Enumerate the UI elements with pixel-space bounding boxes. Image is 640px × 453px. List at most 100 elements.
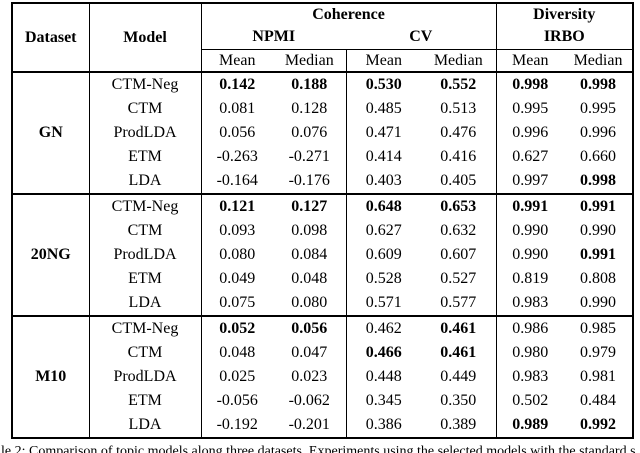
- header-cv-median: Median: [421, 49, 497, 72]
- table-row: CTM 0.048 0.047 0.466 0.461 0.980 0.979: [12, 341, 633, 365]
- header-npmi-mean: Mean: [200, 49, 273, 72]
- dataset-cell: 20NG: [12, 193, 89, 316]
- header-npmi-median: Median: [273, 49, 346, 72]
- model-cell: ETM: [88, 145, 201, 169]
- value-cell: -0.164: [200, 169, 273, 194]
- value-cell: 0.098: [291, 222, 328, 239]
- value-cell: 0.405: [440, 172, 477, 189]
- header-coherence: Coherence: [200, 3, 497, 25]
- value-cell: 0.345: [345, 389, 421, 413]
- value-cell: 0.653: [421, 193, 497, 219]
- value-cell: 0.996: [495, 121, 565, 145]
- table-row: LDA 0.075 0.080 0.571 0.577 0.983 0.990: [12, 291, 633, 316]
- header-irbo-median: Median: [564, 49, 634, 72]
- value-cell: 0.350: [440, 392, 477, 409]
- model-cell: CTM-Neg: [88, 315, 201, 341]
- value-cell: 0.992: [580, 416, 617, 433]
- results-table-wrap: Dataset Model Coherence Diversity NPMI C…: [11, 2, 635, 439]
- model-cell: ETM: [88, 267, 201, 291]
- model-cell: ProdLDA: [88, 365, 201, 389]
- value-cell: 0.607: [440, 246, 477, 263]
- value-cell: 0.981: [580, 368, 617, 385]
- value-cell: 0.128: [291, 100, 328, 117]
- value-cell: 0.995: [495, 97, 565, 121]
- value-cell: 0.449: [440, 368, 477, 385]
- value-cell: 0.056: [273, 315, 346, 341]
- value-cell: 0.989: [495, 413, 565, 438]
- model-cell: ProdLDA: [88, 243, 201, 267]
- header-cv-mean: Mean: [345, 49, 421, 72]
- value-cell: 0.577: [440, 294, 477, 311]
- table-caption: le 2: Comparison of topic models along t…: [1, 444, 636, 453]
- model-cell: CTM-Neg: [88, 193, 201, 219]
- value-cell: 0.996: [580, 124, 617, 141]
- header-row-metrics: NPMI CV IRBO: [12, 25, 634, 50]
- table-row: LDA -0.192 -0.201 0.386 0.389 0.989 0.992: [12, 413, 633, 438]
- value-cell: 0.990: [580, 294, 617, 311]
- table-row: ProdLDA 0.025 0.023 0.448 0.449 0.983 0.981: [12, 365, 633, 389]
- value-cell: 0.627: [345, 219, 421, 243]
- value-cell: 0.609: [345, 243, 421, 267]
- value-cell: 0.528: [345, 267, 421, 291]
- value-cell: 0.998: [564, 71, 634, 97]
- value-cell: 0.076: [291, 124, 328, 141]
- value-cell: 0.023: [291, 368, 328, 385]
- value-cell: 0.527: [440, 270, 477, 287]
- header-diversity: Diversity: [495, 3, 634, 25]
- value-cell: 0.025: [200, 365, 273, 389]
- value-cell: 0.052: [200, 315, 273, 341]
- value-cell: 0.414: [345, 145, 421, 169]
- model-cell: ETM: [88, 389, 201, 413]
- header-npmi: NPMI: [200, 25, 346, 50]
- value-cell: 0.188: [273, 71, 346, 97]
- value-cell: 0.049: [200, 267, 273, 291]
- value-cell: 0.998: [495, 71, 565, 97]
- value-cell: 0.552: [421, 71, 497, 97]
- value-cell: 0.448: [345, 365, 421, 389]
- model-cell: CTM: [88, 97, 201, 121]
- header-dataset: Dataset: [24, 28, 77, 46]
- value-cell: -0.062: [288, 392, 330, 409]
- value-cell: 0.056: [200, 121, 273, 145]
- table-row: ProdLDA 0.056 0.076 0.471 0.476 0.996 0.996: [12, 121, 633, 145]
- value-cell: -0.271: [288, 148, 330, 165]
- table-body: GN CTM-Neg 0.142 0.188 0.530 0.552 0.998 0.998 C…: [12, 71, 634, 438]
- value-cell: 0.048: [291, 270, 328, 287]
- value-cell: -0.176: [288, 172, 330, 189]
- table-row: ETM 0.049 0.048 0.528 0.527 0.819 0.808: [12, 267, 633, 291]
- value-cell: 0.983: [495, 365, 565, 389]
- value-cell: 0.476: [440, 124, 477, 141]
- value-cell: 0.990: [495, 219, 565, 243]
- table-row: GN CTM-Neg 0.142 0.188 0.530 0.552 0.998 0.998: [12, 71, 634, 194]
- table-row: ProdLDA 0.080 0.084 0.609 0.607 0.990 0.991: [12, 243, 633, 267]
- header-cv: CV: [409, 28, 433, 45]
- value-cell: 0.986: [495, 315, 565, 341]
- value-cell: 0.819: [495, 267, 565, 291]
- value-cell: 0.513: [440, 100, 477, 117]
- value-cell: 0.389: [440, 416, 477, 433]
- value-cell: 0.048: [200, 341, 273, 365]
- table-row: ETM -0.056 -0.062 0.345 0.350 0.502 0.484: [12, 389, 633, 413]
- value-cell: 0.080: [200, 243, 273, 267]
- value-cell: 0.985: [564, 315, 634, 341]
- value-cell: -0.201: [288, 416, 330, 433]
- value-cell: -0.192: [200, 413, 273, 438]
- value-cell: 0.485: [345, 97, 421, 121]
- results-table: Dataset Model Coherence Diversity NPMI C…: [11, 2, 635, 439]
- header-irbo: IRBO: [495, 25, 634, 50]
- value-cell: -0.263: [200, 145, 273, 169]
- model-cell: ProdLDA: [88, 121, 201, 145]
- value-cell: -0.056: [200, 389, 273, 413]
- value-cell: 0.502: [495, 389, 565, 413]
- value-cell: 0.991: [495, 193, 565, 219]
- header-model: Model: [88, 3, 201, 72]
- model-cell: LDA: [88, 169, 201, 194]
- value-cell: 0.093: [200, 219, 273, 243]
- table-row: M10 CTM-Neg 0.052 0.056 0.462 0.461 0.986 0.985: [12, 315, 634, 438]
- value-cell: 0.530: [345, 71, 421, 97]
- value-cell: 0.461: [421, 315, 497, 341]
- value-cell: 0.080: [291, 294, 328, 311]
- value-cell: 0.983: [495, 291, 565, 316]
- value-cell: 0.403: [345, 169, 421, 194]
